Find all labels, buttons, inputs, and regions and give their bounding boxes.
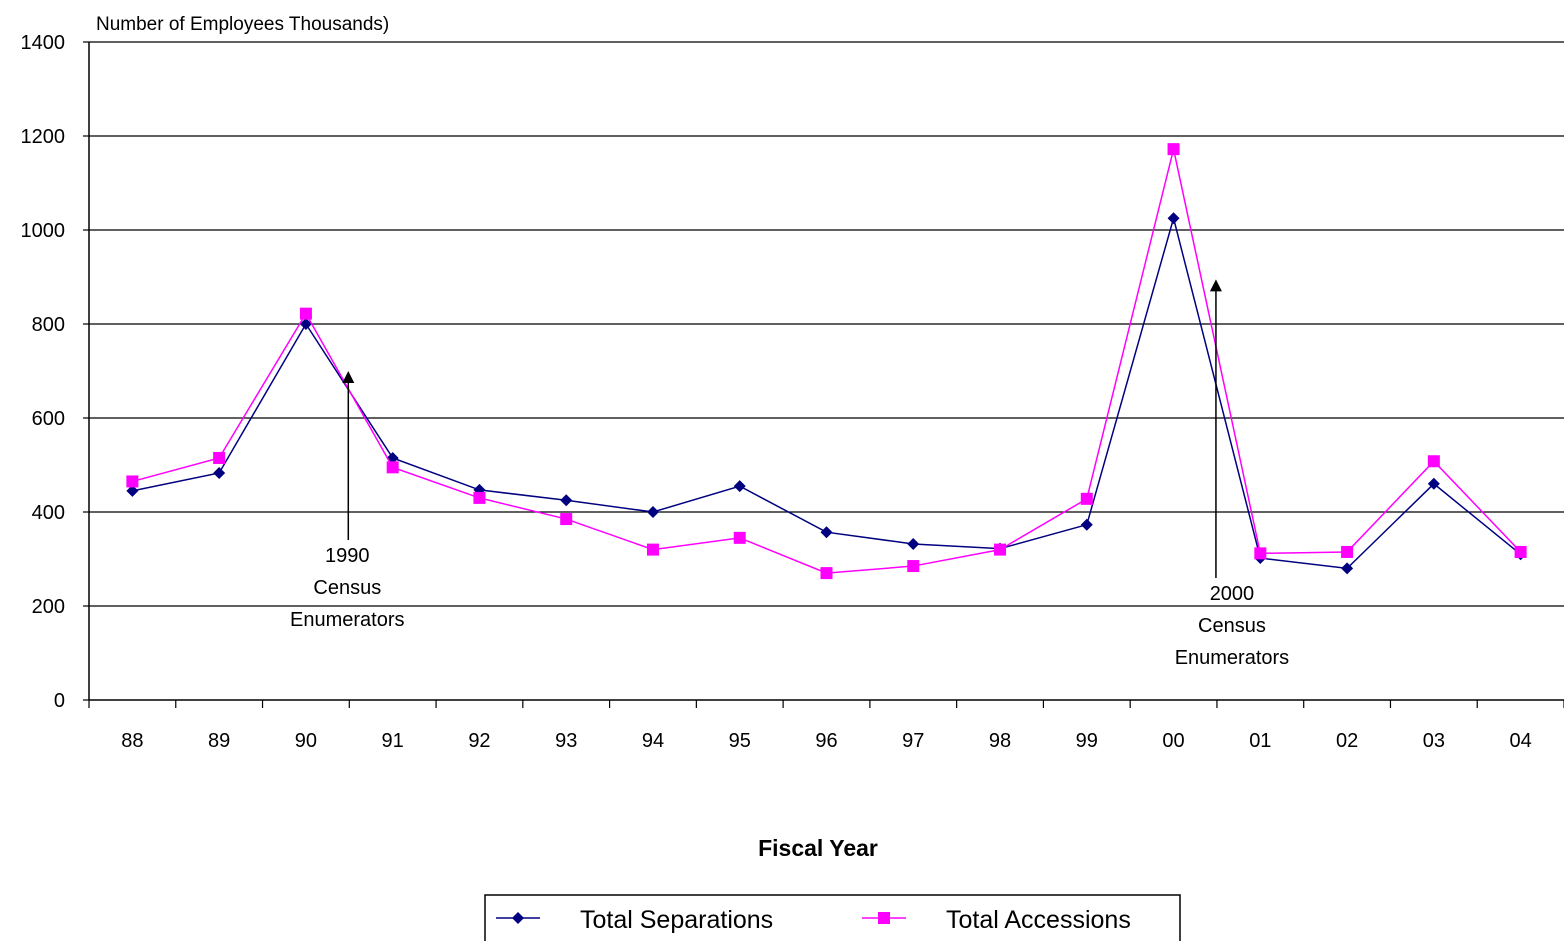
x-tick-label: 93 bbox=[555, 730, 577, 752]
annotation-text: Census bbox=[1198, 615, 1266, 637]
data-point bbox=[213, 451, 226, 464]
legend: Total Separations Total Accessions bbox=[484, 894, 1181, 943]
x-tick-label: 90 bbox=[295, 730, 317, 752]
data-point bbox=[299, 318, 312, 330]
annotation-text: 2000 bbox=[1210, 583, 1255, 605]
data-point bbox=[299, 307, 312, 320]
data-point bbox=[1427, 455, 1440, 468]
x-tick-label: 95 bbox=[729, 730, 751, 752]
data-point bbox=[1341, 545, 1354, 558]
data-point bbox=[907, 537, 920, 550]
x-tick-label: 91 bbox=[382, 730, 404, 752]
data-point bbox=[733, 531, 746, 544]
y-tick-label: 1200 bbox=[21, 126, 66, 148]
x-tick-label: 89 bbox=[208, 730, 230, 752]
data-point bbox=[646, 543, 659, 556]
legend-marker-separations bbox=[512, 912, 524, 924]
data-point bbox=[1341, 562, 1354, 575]
data-point bbox=[213, 466, 226, 479]
x-tick-label: 97 bbox=[902, 730, 924, 752]
x-tick-label: 88 bbox=[121, 730, 143, 752]
data-point bbox=[1514, 545, 1527, 558]
annotation-text: Census bbox=[313, 577, 381, 599]
y-tick-label: 200 bbox=[32, 596, 65, 618]
x-tick-label: 02 bbox=[1336, 730, 1358, 752]
x-tick-label: 03 bbox=[1423, 730, 1445, 752]
annotation-text: Enumerators bbox=[290, 609, 405, 631]
data-point bbox=[473, 491, 486, 504]
data-point bbox=[1167, 143, 1180, 156]
y-axis-label: Number of Employees Thousands) bbox=[96, 14, 389, 35]
data-point bbox=[733, 480, 746, 493]
data-point bbox=[126, 475, 139, 488]
x-tick-label: 99 bbox=[1076, 730, 1098, 752]
y-tick-label: 1000 bbox=[21, 220, 66, 242]
data-point bbox=[820, 526, 833, 539]
data-point bbox=[1427, 477, 1440, 490]
y-tick-label: 600 bbox=[32, 408, 65, 430]
data-point bbox=[560, 494, 573, 507]
y-tick-label: 400 bbox=[32, 502, 65, 524]
x-tick-label: 96 bbox=[815, 730, 837, 752]
data-point bbox=[646, 506, 659, 518]
data-point bbox=[907, 560, 920, 573]
x-tick-label: 00 bbox=[1162, 730, 1184, 752]
series-line-1 bbox=[132, 148, 1522, 574]
annotation-text: 1990 bbox=[325, 545, 370, 567]
x-tick-label: 98 bbox=[989, 730, 1011, 752]
annotation-arrow-head bbox=[342, 371, 355, 383]
data-point bbox=[560, 513, 573, 526]
x-tick-label: 94 bbox=[642, 730, 664, 752]
data-point bbox=[126, 484, 139, 497]
legend-label-separations: Total Separations bbox=[580, 906, 773, 934]
data-point bbox=[386, 461, 399, 474]
annotation-text: Enumerators bbox=[1175, 647, 1290, 669]
data-point bbox=[1254, 547, 1267, 560]
y-tick-label: 800 bbox=[32, 314, 65, 336]
data-point bbox=[1080, 518, 1093, 531]
legend-label-accessions: Total Accessions bbox=[946, 906, 1131, 934]
y-tick-label: 0 bbox=[54, 690, 65, 712]
legend-marker-accessions bbox=[878, 912, 890, 924]
legend-box bbox=[484, 894, 1181, 943]
x-tick-label: 92 bbox=[468, 730, 490, 752]
x-tick-label: 01 bbox=[1249, 730, 1271, 752]
x-axis-label: Fiscal Year bbox=[758, 835, 878, 861]
y-tick-label: 1400 bbox=[21, 32, 66, 54]
data-point bbox=[1080, 492, 1093, 505]
annotation-arrow-head bbox=[1209, 279, 1222, 292]
data-point bbox=[1167, 212, 1180, 225]
series-line-0 bbox=[132, 215, 1522, 570]
x-tick-label: 04 bbox=[1509, 730, 1531, 752]
data-point bbox=[820, 567, 833, 580]
data-point bbox=[994, 543, 1007, 556]
